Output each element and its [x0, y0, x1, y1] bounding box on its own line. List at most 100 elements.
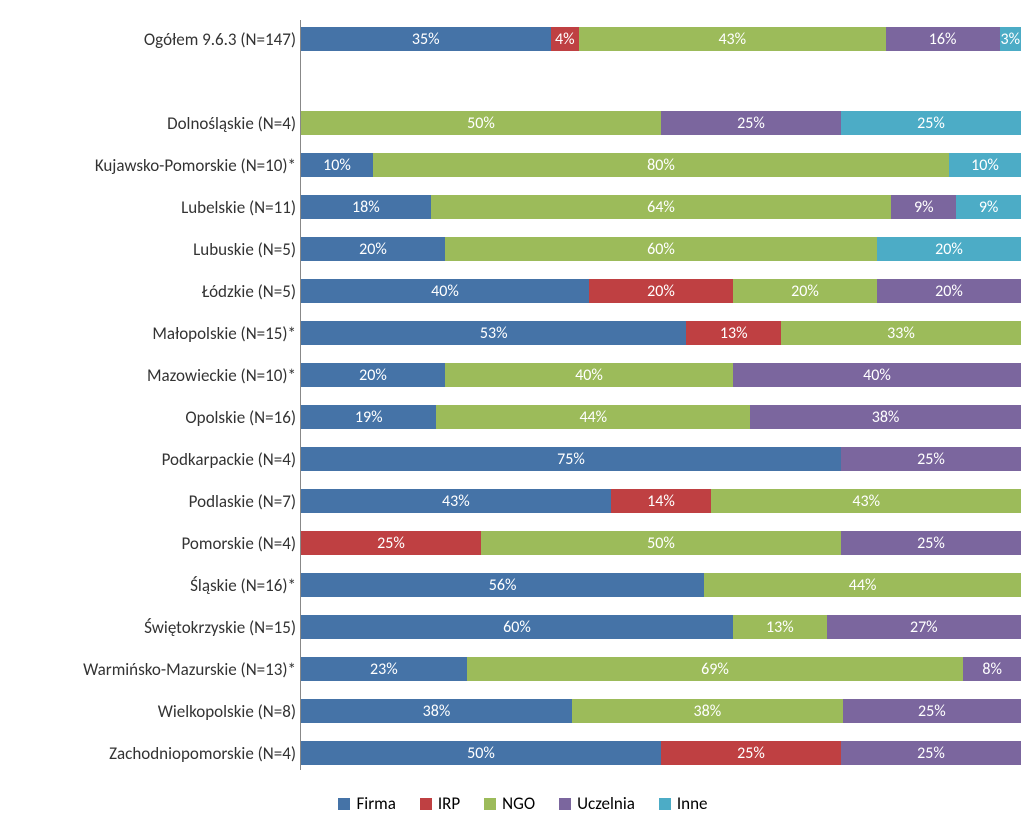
- bar-segment-uczelnia: 8%: [963, 657, 1021, 681]
- legend-swatch: [420, 798, 432, 810]
- bar-segment-uczelnia: 25%: [661, 111, 841, 135]
- segment-value: 50%: [647, 534, 675, 553]
- stacked-bar: 19%44%38%: [301, 405, 1021, 429]
- legend-label: NGO: [502, 793, 535, 814]
- segment-value: 20%: [791, 282, 819, 301]
- segment-value: 9%: [979, 198, 999, 217]
- segment-value: 10%: [323, 156, 351, 175]
- bar-segment-firma: 18%: [301, 195, 431, 219]
- legend-label: Inne: [677, 793, 708, 814]
- segment-value: 13%: [720, 324, 748, 343]
- segment-value: 3%: [1000, 30, 1020, 49]
- segment-value: 27%: [910, 618, 938, 637]
- segment-value: 25%: [737, 744, 765, 763]
- legend-item-firma: Firma: [338, 793, 395, 814]
- segment-value: 20%: [935, 282, 963, 301]
- segment-value: 60%: [503, 618, 531, 637]
- segment-value: 38%: [423, 702, 451, 721]
- stacked-bar: 50% 25% 25%: [301, 111, 1021, 135]
- category-label: Lubelskie (N=11): [16, 197, 296, 218]
- stacked-bar: 35%4%43%16%3%: [301, 27, 1021, 51]
- segment-value: 64%: [647, 198, 675, 217]
- segment-value: 60%: [647, 240, 675, 259]
- bar-segment-ngo: 44%: [436, 405, 750, 429]
- legend-label: IRP: [438, 793, 460, 814]
- segment-value: 43%: [852, 492, 880, 511]
- bar-segment-firma: 56%: [301, 573, 704, 597]
- bar-segment-firma: 40%: [301, 279, 589, 303]
- category-label: Wielkopolskie (N=8): [16, 701, 296, 722]
- bar-segment-uczelnia: 38%: [750, 405, 1021, 429]
- bar-row: 18%64%9%9%: [301, 188, 1021, 226]
- stacked-bar: 20% 40% 40%: [301, 363, 1021, 387]
- bar-row: 40% 20% 20% 20%: [301, 272, 1021, 310]
- category-label: Podkarpackie (N=4): [16, 449, 296, 470]
- bar-row: 20% 60% 20%: [301, 230, 1021, 268]
- bar-segment-firma: 10%: [301, 153, 373, 177]
- bar-segment-inne: 20%: [877, 237, 1021, 261]
- bar-segment-ngo: 50%: [481, 531, 841, 555]
- segment-value: 14%: [647, 492, 675, 511]
- bar-segment-ngo: 80%: [373, 153, 949, 177]
- segment-value: 25%: [918, 702, 946, 721]
- segment-value: 80%: [647, 156, 675, 175]
- category-label: Opolskie (N=16): [16, 407, 296, 428]
- segment-value: 20%: [647, 282, 675, 301]
- segment-value: 20%: [359, 366, 387, 385]
- bar-row: 50%25%25%: [301, 734, 1021, 772]
- bar-segment-firma: 38%: [301, 699, 572, 723]
- segment-value: 23%: [370, 660, 398, 679]
- bar-segment-ngo: 38%: [572, 699, 843, 723]
- bar-segment-firma: 53%: [301, 321, 686, 345]
- segment-value: 33%: [887, 324, 915, 343]
- bar-segment-firma: 20%: [301, 237, 445, 261]
- bar-segment-ngo: 43%: [711, 489, 1021, 513]
- segment-value: 43%: [442, 492, 470, 511]
- bar-row: 38% 38% 25%: [301, 692, 1021, 730]
- bar-segment-firma: 35%: [301, 27, 551, 51]
- category-label: Dolnośląskie (N=4): [16, 113, 296, 134]
- segment-value: 25%: [917, 534, 945, 553]
- bar-row: 19%44%38%: [301, 398, 1021, 436]
- bar-segment-uczelnia: 27%: [827, 615, 1021, 639]
- bar-segment-ngo: 33%: [781, 321, 1021, 345]
- legend-swatch: [659, 798, 671, 810]
- legend-item-uczelnia: Uczelnia: [559, 793, 635, 814]
- stacked-bar-chart: Ogółem 9.6.3 (N=147)35%4%43%16%3% Dolnośl…: [10, 10, 1026, 822]
- segment-value: 25%: [917, 744, 945, 763]
- segment-value: 4%: [555, 30, 575, 49]
- bar-segment-uczelnia: 20%: [877, 279, 1021, 303]
- bar-segment-inne: 25%: [841, 111, 1021, 135]
- segment-value: 40%: [575, 366, 603, 385]
- bar-row: 53% 13% 33%: [301, 314, 1021, 352]
- bar-row: 50% 25% 25%: [301, 104, 1021, 142]
- category-label: Warmińsko-Mazurskie (N=13)*: [16, 659, 296, 680]
- stacked-bar: 60%13%27%: [301, 615, 1021, 639]
- bar-segment-ngo: 69%: [467, 657, 964, 681]
- bar-row: 35%4%43%16%3%: [301, 20, 1021, 58]
- bar-segment-firma: 60%: [301, 615, 733, 639]
- bar-segment-ngo: 43%: [579, 27, 886, 51]
- stacked-bar: 50%25%25%: [301, 741, 1021, 765]
- category-label: Lubuskie (N=5): [16, 239, 296, 260]
- segment-value: 75%: [557, 450, 585, 469]
- bar-segment-irp: 25%: [661, 741, 841, 765]
- segment-value: 25%: [737, 114, 765, 133]
- bar-segment-ngo: 60%: [445, 237, 877, 261]
- segment-value: 40%: [431, 282, 459, 301]
- legend: Firma IRP NGO Uczelnia Inne: [10, 793, 1026, 814]
- bar-segment-inne: 3%: [1000, 27, 1021, 51]
- legend-item-irp: IRP: [420, 793, 460, 814]
- category-label: Ogółem 9.6.3 (N=147): [16, 29, 296, 50]
- bar-segment-uczelnia: 25%: [841, 447, 1021, 471]
- category-label: Podlaskie (N=7): [16, 491, 296, 512]
- stacked-bar: 38% 38% 25%: [301, 699, 1021, 723]
- stacked-bar: 10%80%10%: [301, 153, 1021, 177]
- segment-value: 25%: [917, 114, 945, 133]
- segment-value: 69%: [701, 660, 729, 679]
- stacked-bar: 75% 25%: [301, 447, 1021, 471]
- segment-value: 50%: [467, 114, 495, 133]
- bar-segment-uczelnia: 40%: [733, 363, 1021, 387]
- legend-swatch: [484, 798, 496, 810]
- stacked-bar: 40% 20% 20% 20%: [301, 279, 1021, 303]
